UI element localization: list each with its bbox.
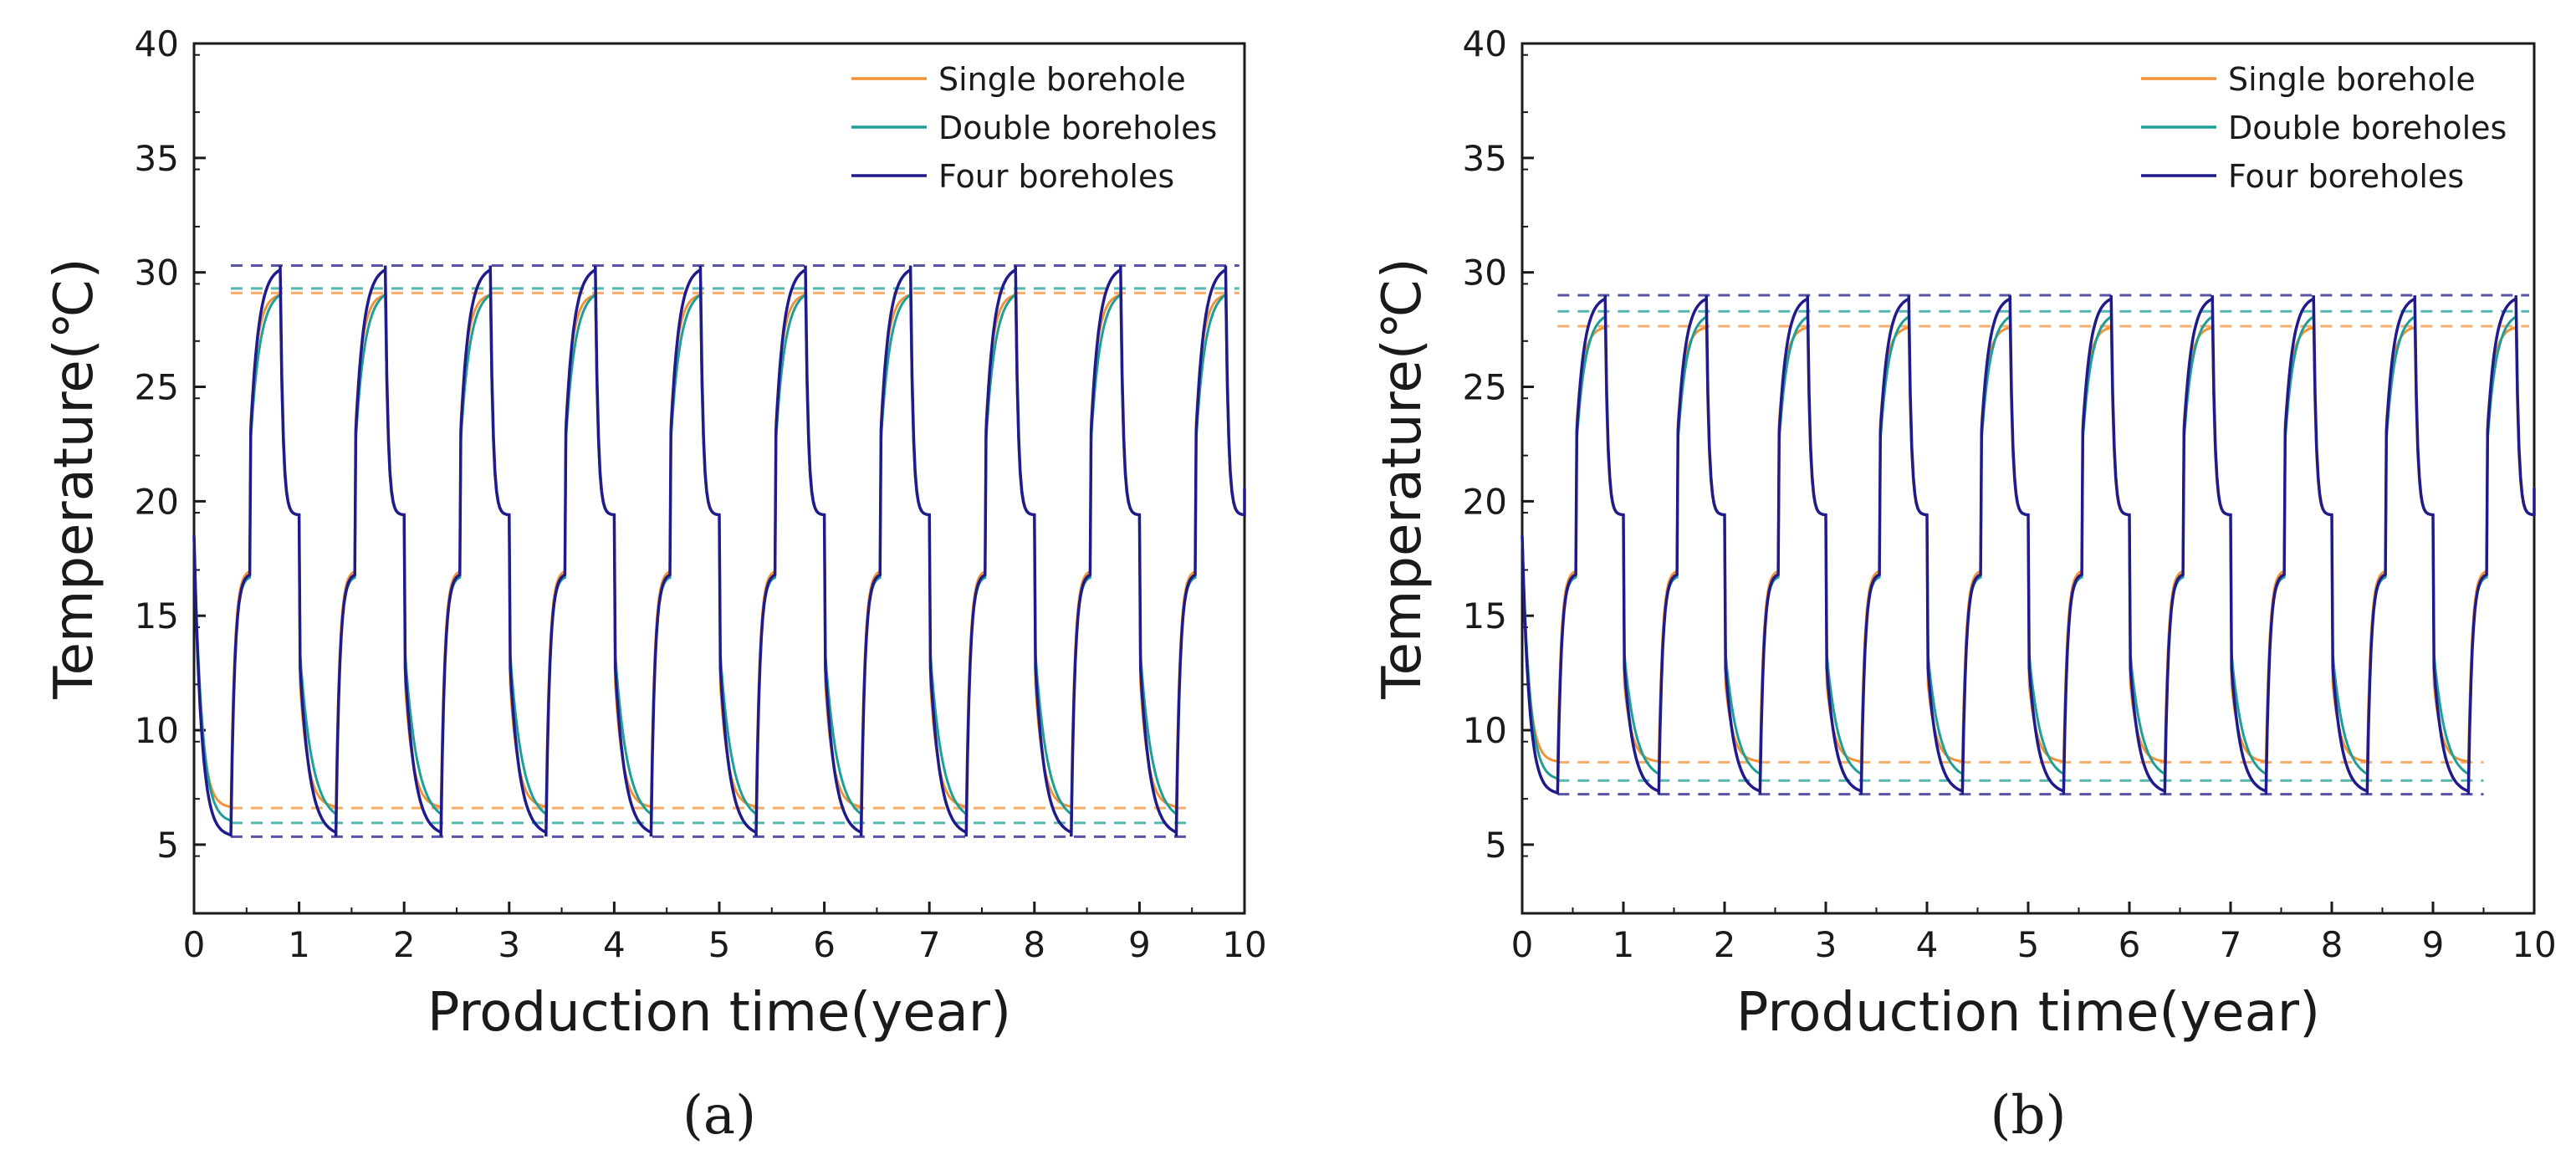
x-tick-label: 5 (2017, 924, 2040, 965)
legend-label: Four boreholes (938, 158, 1174, 195)
y-axis-title: Temperature(℃) (1372, 258, 1434, 699)
series-line (1521, 295, 2536, 795)
y-tick-label: 25 (1463, 367, 1507, 408)
y-tick-label: 15 (1463, 595, 1507, 636)
y-tick-label: 25 (135, 367, 179, 408)
legend-label: Double boreholes (2228, 110, 2507, 146)
y-tick-label: 15 (135, 595, 179, 636)
x-tick-label: 1 (1613, 924, 1635, 965)
legend-label: Double boreholes (938, 110, 1217, 146)
y-tick-label: 35 (1463, 138, 1507, 179)
x-tick-label: 2 (393, 924, 416, 965)
y-tick-label: 20 (1463, 481, 1507, 522)
x-tick-label: 9 (2422, 924, 2445, 965)
x-tick-label: 3 (498, 924, 520, 965)
y-tick-label: 5 (156, 825, 179, 866)
y-tick-label: 10 (1463, 710, 1507, 751)
x-tick-label: 4 (1916, 924, 1939, 965)
x-tick-label: 5 (708, 924, 731, 965)
legend-label: Single borehole (2228, 61, 2476, 98)
panel-label: (a) (682, 1085, 756, 1147)
legend-label: Four boreholes (2228, 158, 2464, 195)
chart-panel-b: 5 10 15 20 25 30 35 40 0 1 2 3 4 5 6 7 8 9 10 Temperature(℃… (1372, 23, 2557, 1147)
x-tick-label: 6 (2119, 924, 2141, 965)
x-tick-label: 8 (1023, 924, 1045, 965)
x-tick-label: 7 (918, 924, 941, 965)
x-tick-label: 1 (288, 924, 310, 965)
x-tick-label: 10 (1222, 924, 1266, 965)
x-tick-label: 3 (1815, 924, 1837, 965)
legend-label: Single borehole (938, 61, 1186, 98)
panel-label: (b) (1991, 1085, 2067, 1147)
x-tick-label: 9 (1128, 924, 1151, 965)
x-tick-label: 7 (2220, 924, 2242, 965)
x-tick-label: 0 (183, 924, 206, 965)
y-tick-label: 20 (135, 481, 179, 522)
y-tick-label: 5 (1485, 825, 1507, 866)
y-tick-label: 10 (135, 710, 179, 751)
y-tick-label: 30 (1463, 253, 1507, 294)
y-tick-label: 40 (135, 23, 179, 64)
y-tick-label: 35 (135, 138, 179, 179)
x-tick-label: 6 (813, 924, 836, 965)
y-tick-label: 40 (1463, 23, 1507, 64)
x-axis-title: Production time(year) (427, 982, 1011, 1044)
x-tick-label: 4 (603, 924, 626, 965)
y-tick-label: 30 (135, 253, 179, 294)
y-axis-title: Temperature(℃) (43, 258, 105, 699)
chart-panel-a: 5 10 15 20 25 30 35 40 0 1 2 3 4 5 6 7 8 9 10 Temperature(℃… (43, 23, 1267, 1147)
x-tick-label: 8 (2321, 924, 2343, 965)
x-tick-label: 2 (1714, 924, 1736, 965)
x-axis-title: Production time(year) (1736, 982, 2320, 1044)
x-tick-label: 10 (2512, 924, 2556, 965)
series-line (192, 265, 1246, 837)
x-tick-label: 0 (1511, 924, 1534, 965)
